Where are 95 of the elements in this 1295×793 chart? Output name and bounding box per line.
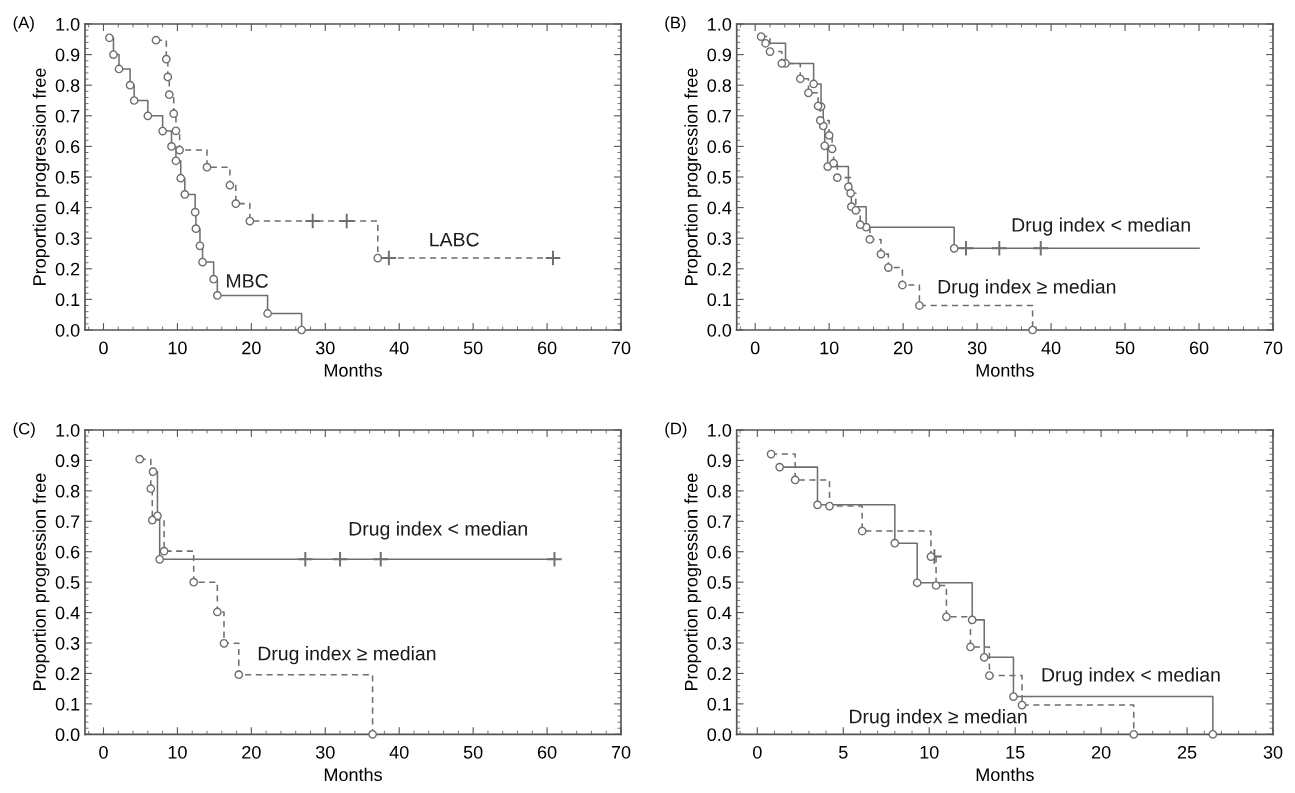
x-tick-label: 10 [168, 745, 187, 759]
y-tick-label: 0.2 [55, 262, 80, 276]
y-tick-label: 0.6 [707, 140, 732, 154]
x-tick-label: 10 [168, 341, 187, 355]
x-tick-label: 10 [920, 745, 939, 759]
y-tick-label: 0.4 [55, 606, 80, 620]
y-tick-label: 0.8 [55, 484, 80, 498]
series-label: Drug index < median [1012, 217, 1190, 236]
y-tick-label: 0.7 [707, 109, 731, 123]
y-tick-label: 0.6 [55, 140, 80, 154]
y-tick-label: 0.0 [55, 728, 80, 742]
y-tick-label: 0.8 [707, 79, 732, 92]
y-tick-label: 0.8 [55, 79, 80, 92]
y-tick-label: 1.0 [56, 17, 80, 31]
series-label: Drug index ≥ median [258, 646, 436, 665]
y-tick-label: 0.8 [707, 484, 732, 498]
series-label: Drug index < median [349, 521, 527, 540]
y-tick-label: 0.3 [55, 232, 80, 245]
x-tick-label: 50 [463, 745, 483, 759]
y-tick-label: 0.5 [707, 170, 732, 184]
y-tick-label: 0.9 [55, 48, 80, 62]
y-axis-title: Proportion progression free [32, 473, 50, 691]
x-axis-title: Months [324, 363, 382, 377]
x-tick-label: 20 [242, 341, 261, 355]
x-axis-title: Months [976, 363, 1034, 377]
x-axis-title: Months [324, 767, 382, 782]
x-tick-label: 25 [1177, 745, 1197, 759]
x-tick-label: 40 [389, 745, 409, 759]
x-tick-label: 30 [967, 341, 987, 355]
x-tick-label: 0 [750, 341, 760, 355]
y-tick-label: 0.1 [55, 293, 80, 307]
y-tick-label: 0.2 [707, 667, 731, 681]
y-tick-label: 0.0 [707, 323, 732, 337]
y-tick-label: 1.0 [708, 423, 732, 437]
x-tick-label: 70 [611, 341, 631, 355]
y-tick-label: 0.5 [55, 576, 80, 589]
y-tick-label: 0.2 [55, 667, 80, 681]
y-tick-label: 0.1 [55, 697, 80, 711]
y-tick-label: 0.7 [55, 109, 80, 123]
y-tick-label: 0.7 [55, 515, 80, 529]
x-tick-label: 0 [99, 341, 108, 355]
x-tick-label: 40 [1041, 341, 1061, 355]
x-tick-label: 30 [315, 341, 335, 355]
y-axis-title: Proportion progression free [684, 473, 702, 691]
chart-title: (A) [13, 16, 34, 32]
y-tick-label: 0.5 [707, 576, 732, 589]
y-tick-label: 0.9 [707, 454, 731, 468]
y-axis-title: Proportion progression free [684, 68, 702, 285]
y-tick-label: 0.1 [707, 697, 731, 711]
x-tick-label: 70 [1263, 341, 1283, 355]
y-tick-label: 0.4 [707, 201, 732, 215]
x-tick-label: 30 [1263, 745, 1283, 759]
chart-title: (D) [665, 422, 687, 438]
y-tick-label: 0.6 [707, 545, 732, 559]
x-tick-label: 20 [242, 745, 261, 759]
y-tick-label: 0.9 [707, 48, 731, 62]
x-axis-title: Months [976, 767, 1034, 782]
x-tick-label: 15 [1006, 746, 1025, 759]
y-tick-label: 0.3 [707, 636, 732, 650]
x-tick-label: 10 [820, 341, 839, 355]
chart-title: (C) [13, 422, 35, 438]
series-label: Drug index < median [1042, 667, 1220, 686]
series-label: Drug index ≥ median [850, 709, 1027, 728]
y-axis-title: Proportion progression free [32, 68, 50, 285]
x-tick-label: 30 [315, 745, 335, 759]
y-tick-label: 0.3 [707, 232, 732, 245]
x-tick-label: 60 [537, 341, 557, 355]
series-label: LABC [430, 232, 479, 247]
x-tick-label: 5 [838, 746, 848, 759]
y-tick-label: 0.1 [707, 293, 731, 307]
x-tick-label: 20 [894, 341, 913, 355]
y-tick-label: 0.2 [707, 262, 731, 276]
y-tick-label: 0.0 [707, 728, 732, 742]
x-tick-label: 60 [1189, 341, 1209, 355]
x-tick-label: 0 [99, 745, 108, 759]
y-tick-label: 0.5 [55, 170, 80, 184]
x-tick-label: 0 [753, 745, 762, 759]
x-tick-label: 50 [1115, 341, 1135, 355]
y-tick-label: 0.7 [707, 515, 731, 529]
x-tick-label: 50 [463, 341, 483, 355]
y-tick-label: 0.4 [707, 606, 732, 620]
x-tick-label: 60 [537, 745, 557, 759]
y-tick-label: 0.6 [55, 545, 80, 559]
y-tick-label: 0.3 [55, 636, 80, 650]
y-tick-label: 0.0 [55, 323, 80, 337]
y-tick-label: 1.0 [56, 423, 80, 437]
series-label: Drug index ≥ median [938, 279, 1116, 298]
x-tick-label: 40 [389, 341, 409, 355]
x-tick-label: 20 [1091, 745, 1111, 759]
chart-title: (B) [665, 16, 686, 32]
y-tick-label: 0.9 [55, 454, 80, 468]
x-tick-label: 70 [611, 745, 631, 759]
y-tick-label: 1.0 [708, 17, 732, 31]
series-label: MBC [227, 274, 268, 288]
y-tick-label: 0.4 [55, 201, 80, 215]
